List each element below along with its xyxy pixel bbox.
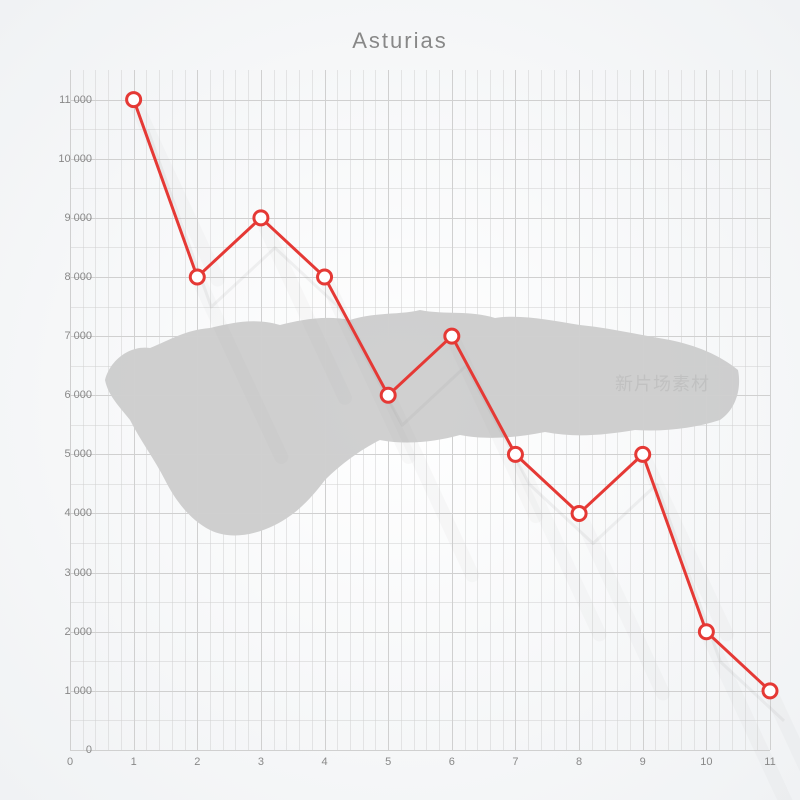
data-marker: [381, 388, 395, 402]
data-marker: [445, 329, 459, 343]
x-tick-label: 3: [258, 756, 264, 768]
data-marker: [190, 270, 204, 284]
watermark-text: 新片场素材: [615, 370, 710, 396]
data-marker: [508, 447, 522, 461]
data-marker: [572, 506, 586, 520]
x-tick-label: 9: [640, 756, 646, 768]
data-marker: [254, 211, 268, 225]
data-marker: [636, 447, 650, 461]
data-marker: [763, 684, 777, 698]
x-tick-label: 2: [194, 756, 200, 768]
y-tick-label: 8 000: [64, 271, 92, 283]
data-marker: [699, 625, 713, 639]
y-tick-label: 5 000: [64, 448, 92, 460]
data-marker: [318, 270, 332, 284]
x-tick-label: 10: [700, 756, 712, 768]
y-tick-label: 2 000: [64, 626, 92, 638]
y-tick-label: 6 000: [64, 389, 92, 401]
data-marker: [127, 93, 141, 107]
x-tick-label: 11: [764, 756, 775, 768]
y-tick-label: 10 000: [58, 153, 92, 165]
y-tick-label: 11 000: [59, 94, 92, 106]
x-tick-label: 5: [385, 756, 391, 768]
x-tick-label: 4: [321, 756, 327, 768]
x-tick-label: 6: [449, 756, 455, 768]
y-tick-label: 9 000: [64, 212, 92, 224]
y-tick-label: 3 000: [64, 567, 92, 579]
x-tick-label: 8: [576, 756, 582, 768]
y-tick-label: 4 000: [64, 507, 92, 519]
chart-plot-area: [70, 70, 770, 750]
x-tick-label: 7: [512, 756, 518, 768]
y-tick-label: 1 000: [64, 685, 92, 697]
y-tick-label: 0: [86, 744, 92, 756]
x-tick-label: 0: [67, 756, 73, 768]
chart-title: Asturias: [352, 28, 447, 54]
line-chart-svg: [70, 70, 770, 750]
y-tick-label: 7 000: [64, 330, 92, 342]
x-tick-label: 1: [131, 756, 137, 768]
